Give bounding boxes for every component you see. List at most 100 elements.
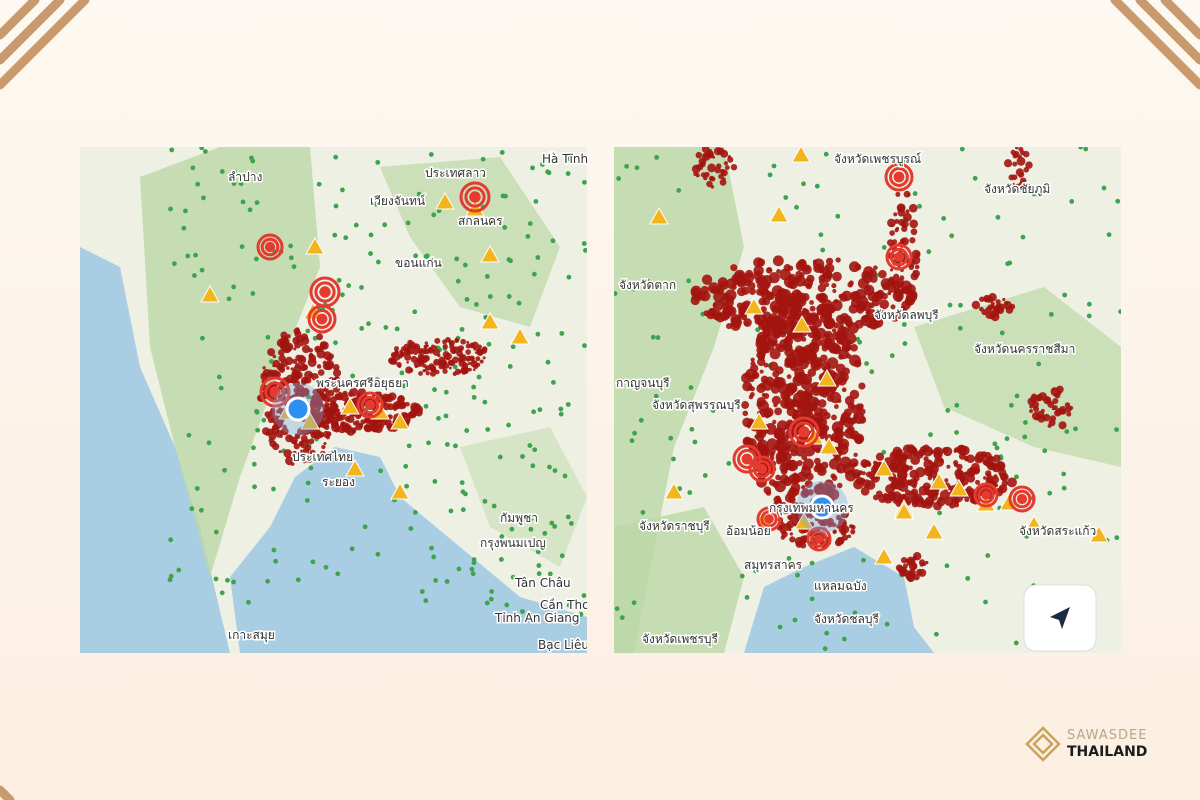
sensor-dot <box>884 621 890 627</box>
sensor-dot <box>881 244 887 250</box>
warning-icon <box>874 458 894 477</box>
sensor-dot <box>1101 185 1107 191</box>
flood-area <box>468 367 472 372</box>
flood-area <box>944 478 949 483</box>
sensor-dot <box>213 529 219 535</box>
flood-area <box>825 333 831 339</box>
sensor-dot <box>383 324 389 330</box>
sensor-dot <box>192 273 197 278</box>
flood-area <box>828 458 841 470</box>
alert-target <box>1008 485 1036 513</box>
flood-area <box>751 371 760 380</box>
sensor-dot <box>295 577 301 583</box>
flood-area <box>813 465 820 473</box>
flood-area <box>773 402 778 408</box>
sensor-dot <box>889 353 895 359</box>
map-label: แหลมฉบัง <box>814 579 867 593</box>
sensor-dot <box>305 328 311 334</box>
flood-area <box>842 367 850 376</box>
sensor-dot <box>346 283 352 288</box>
flood-area <box>829 342 840 354</box>
sensor-dot <box>464 297 470 302</box>
alert-target <box>889 167 909 187</box>
flood-area <box>908 203 918 213</box>
flood-area <box>816 303 829 316</box>
flood-area <box>789 536 796 543</box>
flood-area <box>402 412 409 419</box>
locate-button[interactable] <box>1023 584 1097 652</box>
flood-area <box>858 470 864 476</box>
sensor-dot <box>482 399 488 405</box>
sensor-dot <box>937 510 943 516</box>
flood-area <box>939 489 950 500</box>
sensor-dot <box>240 199 246 205</box>
flood-area <box>910 559 916 565</box>
flood-area <box>329 396 337 404</box>
map-label: กัมพูชา <box>500 511 538 526</box>
sensor-dot <box>419 589 425 594</box>
flood-area <box>841 534 849 541</box>
sensor-dot <box>1022 420 1028 425</box>
sensor-dot <box>928 432 933 438</box>
flood-area <box>865 471 872 478</box>
flood-area <box>690 287 702 298</box>
warning-icon <box>817 368 837 387</box>
flood-area <box>267 348 276 357</box>
flood-area <box>796 293 803 300</box>
map-label: จังหวัดลพบุรี <box>874 308 939 323</box>
warning-icon <box>749 411 769 430</box>
sensor-dot <box>343 235 349 241</box>
sensor-dot <box>202 149 208 154</box>
flood-area <box>479 359 484 364</box>
map-label: กาญจนบุรี <box>616 376 670 391</box>
sensor-dot <box>497 454 503 460</box>
flood-area <box>869 275 878 283</box>
flood-area <box>805 282 813 290</box>
sensor-dot <box>247 207 253 213</box>
flood-area <box>363 423 373 433</box>
map-label: เวียงจันทน์ <box>370 194 425 208</box>
flood-area <box>833 508 838 513</box>
sensor-dot <box>171 261 177 267</box>
brand-logo: SAWASDEE THAILAND <box>1025 726 1185 766</box>
flood-area <box>450 359 454 362</box>
flood-area <box>824 282 830 288</box>
sensor-dot <box>459 326 465 332</box>
flood-area <box>374 424 383 434</box>
flood-area <box>842 462 855 475</box>
flood-area <box>294 330 302 338</box>
flood-area <box>1009 186 1017 194</box>
flood-area <box>286 334 291 339</box>
sensor-dot <box>509 526 515 532</box>
flood-area <box>352 427 357 432</box>
sensor-dot <box>771 163 777 169</box>
flood-area <box>309 372 314 377</box>
sensor-dot <box>1024 533 1030 539</box>
flood-area <box>879 299 890 310</box>
flood-area <box>405 366 413 374</box>
sensor-dot <box>359 285 364 290</box>
sensor-dot <box>655 335 661 340</box>
sensor-dot <box>903 158 908 163</box>
sensor-dot <box>1004 436 1010 442</box>
flood-area <box>308 348 314 353</box>
sensor-dot <box>753 568 759 574</box>
sensor-dot <box>1047 490 1053 496</box>
flood-area <box>809 300 814 305</box>
sensor-dot <box>814 183 820 189</box>
sensor-dot <box>578 611 584 617</box>
sensor-dot <box>444 579 450 584</box>
sensor-dot <box>809 560 815 566</box>
flood-area <box>434 337 441 344</box>
sensor-dot <box>201 195 206 201</box>
sensor-dot <box>456 566 462 572</box>
sensor-dot <box>1115 198 1121 204</box>
sensor-dot <box>333 154 339 160</box>
flood-area <box>910 228 918 236</box>
alert-target <box>788 416 820 448</box>
sensor-dot <box>710 408 716 413</box>
warning-icon <box>480 311 500 330</box>
sensor-dot <box>869 369 875 375</box>
flood-area <box>482 356 486 360</box>
flood-area <box>723 161 729 166</box>
